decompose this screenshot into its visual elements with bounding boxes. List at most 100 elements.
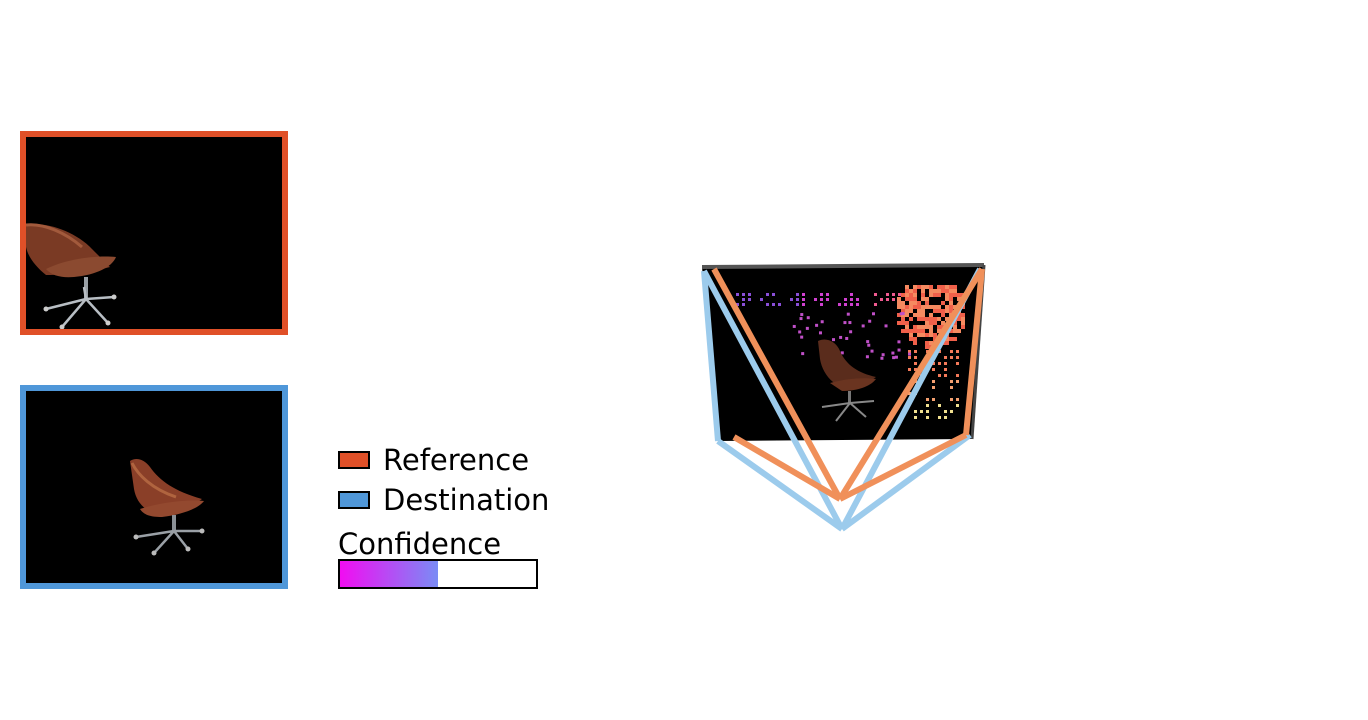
point-cloud-dot	[950, 410, 953, 413]
point-cloud-dot	[950, 386, 953, 389]
point-cloud-dot	[961, 321, 965, 325]
point-cloud-dot	[917, 325, 921, 329]
point-cloud-dot	[905, 313, 909, 317]
legend-item-reference: Reference	[338, 445, 529, 475]
point-cloud-dot	[802, 303, 805, 306]
point-cloud-dot	[905, 285, 909, 289]
reference-label: Reference	[383, 445, 529, 475]
point-cloud-dot	[897, 297, 901, 301]
point-cloud-dot	[913, 337, 917, 341]
point-cloud-dot	[914, 416, 917, 419]
point-cloud-dot	[914, 362, 917, 365]
point-cloud-dot	[908, 368, 911, 371]
point-cloud-dot	[950, 356, 953, 359]
point-cloud-dot	[932, 380, 935, 383]
point-cloud-dot	[945, 285, 949, 289]
point-cloud-dot	[941, 285, 945, 289]
point-cloud-dot	[921, 313, 925, 317]
point-cloud-dot	[796, 298, 799, 301]
point-cloud-dot	[905, 289, 909, 293]
point-cloud-dot	[850, 293, 853, 296]
point-cloud-dot	[843, 321, 846, 324]
point-cloud-dot	[938, 404, 941, 407]
point-cloud-dot	[901, 301, 905, 305]
point-cloud-dot	[921, 305, 925, 309]
point-cloud-dot	[850, 303, 853, 306]
point-cloud-dot	[949, 301, 953, 305]
point-cloud-dot	[850, 298, 853, 301]
point-cloud-dot	[798, 330, 801, 333]
point-cloud-dot	[953, 293, 957, 297]
point-cloud-dot	[929, 325, 933, 329]
point-cloud-dot	[839, 336, 842, 339]
point-cloud-dot	[945, 341, 949, 345]
point-cloud-dot	[933, 317, 937, 321]
point-cloud-dot	[772, 303, 775, 306]
point-cloud-dot	[938, 416, 941, 419]
point-cloud-dot	[891, 352, 894, 355]
point-cloud-dot	[886, 293, 889, 296]
point-cloud-dot	[901, 317, 905, 321]
point-cloud-dot	[949, 293, 953, 297]
point-cloud-dot	[909, 317, 913, 321]
point-cloud-dot	[820, 298, 823, 301]
point-cloud-dot	[956, 404, 959, 407]
point-cloud-dot	[742, 293, 745, 296]
point-cloud-dot	[913, 289, 917, 293]
reference-image-frame	[20, 131, 288, 335]
point-cloud-dot	[941, 289, 945, 293]
point-cloud-dot	[848, 321, 851, 324]
point-cloud-dot	[866, 340, 869, 343]
point-cloud-dot	[914, 350, 917, 353]
point-cloud-dot	[793, 325, 796, 328]
point-cloud-dot	[898, 293, 901, 296]
point-cloud-dot	[949, 305, 953, 309]
point-cloud-dot	[937, 317, 941, 321]
point-cloud-dot	[932, 386, 935, 389]
point-cloud-dot	[905, 309, 909, 313]
point-cloud-dot	[950, 380, 953, 383]
destination-swatch	[338, 491, 370, 509]
point-cloud-dot	[892, 298, 895, 301]
point-cloud-dot	[921, 333, 925, 337]
point-cloud-dot	[895, 356, 898, 359]
point-cloud-dot	[925, 345, 929, 349]
point-cloud-dot	[874, 303, 877, 306]
point-cloud-dot	[920, 410, 923, 413]
point-cloud-dot	[944, 374, 947, 377]
point-cloud-dot	[772, 293, 775, 296]
point-cloud-dot	[917, 309, 921, 313]
reference-chair-image	[26, 137, 282, 329]
point-cloud-dot	[925, 301, 929, 305]
point-cloud-dot	[933, 333, 937, 337]
point-cloud-dot	[832, 338, 835, 341]
3d-scene-view	[690, 255, 1000, 545]
point-cloud-dot	[949, 289, 953, 293]
point-cloud-dot	[814, 298, 817, 301]
point-cloud-dot	[800, 336, 803, 339]
point-cloud-dot	[909, 293, 913, 297]
point-cloud-dot	[766, 303, 769, 306]
point-cloud-dot	[917, 329, 921, 333]
point-cloud-dot	[849, 330, 852, 333]
point-cloud-dot	[882, 353, 885, 356]
point-cloud-dot	[925, 321, 929, 325]
point-cloud-dot	[921, 297, 925, 301]
point-cloud-dot	[917, 333, 921, 337]
point-cloud-dot	[819, 331, 822, 334]
point-cloud-dot	[929, 313, 933, 317]
point-cloud-dot	[913, 313, 917, 317]
point-cloud-dot	[897, 301, 901, 305]
point-cloud-dot	[901, 293, 905, 297]
point-cloud-dot	[949, 297, 953, 301]
point-cloud-dot	[736, 293, 739, 296]
point-cloud-dot	[956, 362, 959, 365]
point-cloud-dot	[929, 321, 933, 325]
point-cloud-dot	[742, 303, 745, 306]
point-cloud-dot	[909, 309, 913, 313]
point-cloud-dot	[945, 297, 949, 301]
point-cloud-dot	[938, 362, 941, 365]
point-cloud-dot	[796, 303, 799, 306]
destination-chair-image	[26, 391, 282, 583]
point-cloud-dot	[909, 289, 913, 293]
